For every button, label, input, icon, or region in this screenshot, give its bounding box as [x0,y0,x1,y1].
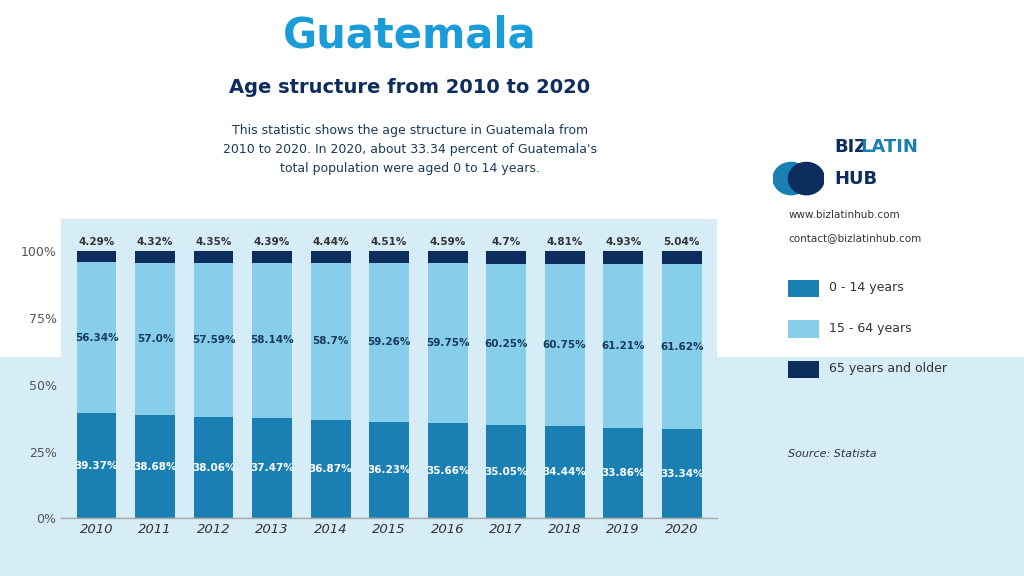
Text: 57.0%: 57.0% [137,334,173,344]
Text: HUB: HUB [835,170,878,188]
Text: 58.14%: 58.14% [250,335,294,346]
Text: 61.21%: 61.21% [601,341,645,351]
Text: 33.86%: 33.86% [601,468,645,478]
Text: 38.06%: 38.06% [191,463,236,472]
Bar [486,264,526,425]
Bar [370,251,409,263]
Bar [135,263,175,415]
Bar [310,251,350,263]
Text: 4.29%: 4.29% [79,237,115,247]
Bar [310,420,350,518]
Bar [428,423,468,518]
Bar [603,251,643,264]
Circle shape [788,162,824,195]
Text: 5.04%: 5.04% [664,237,699,247]
Text: 4.32%: 4.32% [137,237,173,247]
Bar [486,251,526,264]
Bar [545,264,585,426]
Bar [252,251,292,263]
Text: 4.7%: 4.7% [492,237,521,247]
Bar [662,264,701,429]
Bar [662,251,701,264]
Bar [310,263,350,420]
Text: 4.39%: 4.39% [254,237,290,247]
Text: 35.66%: 35.66% [426,466,469,476]
Text: 61.62%: 61.62% [659,342,703,352]
Text: 59.26%: 59.26% [368,338,411,347]
Text: 39.37%: 39.37% [75,461,119,471]
Text: 4.81%: 4.81% [547,237,583,247]
Text: 4.44%: 4.44% [312,237,349,247]
Bar [428,263,468,423]
Text: 34.44%: 34.44% [543,467,587,478]
Bar [194,251,233,263]
Text: 58.7%: 58.7% [312,336,349,346]
Text: contact@bizlatinhub.com: contact@bizlatinhub.com [788,233,922,243]
Text: 35.05%: 35.05% [484,467,528,476]
Text: 60.25%: 60.25% [484,339,528,349]
Text: 33.34%: 33.34% [659,469,703,479]
Text: Age structure from 2010 to 2020: Age structure from 2010 to 2020 [229,78,590,97]
Bar [252,418,292,518]
Text: 65 years and older: 65 years and older [829,362,947,375]
Text: www.bizlatinhub.com: www.bizlatinhub.com [788,210,900,220]
Text: 60.75%: 60.75% [543,340,587,350]
Bar [135,415,175,518]
Text: 4.35%: 4.35% [196,237,231,247]
Bar [370,422,409,518]
Bar [603,264,643,428]
Bar [77,251,117,263]
Text: 4.51%: 4.51% [371,237,408,247]
Text: Guatemala: Guatemala [283,14,537,56]
Bar [252,263,292,418]
Bar [194,263,233,416]
Text: BIZ: BIZ [835,138,867,156]
Bar [603,428,643,518]
Bar [194,416,233,518]
Bar [370,263,409,422]
Bar [428,251,468,263]
Circle shape [773,162,809,195]
Text: 59.75%: 59.75% [426,338,469,348]
Text: 0 - 14 years: 0 - 14 years [829,282,904,294]
Bar [486,425,526,518]
Text: 4.59%: 4.59% [429,237,466,247]
Text: 36.23%: 36.23% [368,465,411,475]
Text: Source: Statista: Source: Statista [788,449,878,459]
Text: This statistic shows the age structure in Guatemala from
2010 to 2020. In 2020, : This statistic shows the age structure i… [222,124,597,175]
Text: 15 - 64 years: 15 - 64 years [829,322,912,335]
Text: 56.34%: 56.34% [75,333,119,343]
Text: 37.47%: 37.47% [250,463,294,473]
Bar [77,263,117,413]
Text: 57.59%: 57.59% [191,335,236,344]
Bar [545,426,585,518]
Bar [662,429,701,518]
Text: 36.87%: 36.87% [309,464,352,474]
Bar [77,413,117,518]
Text: LATIN: LATIN [860,138,919,156]
Text: 4.93%: 4.93% [605,237,641,247]
Text: 38.68%: 38.68% [133,462,177,472]
Bar [135,251,175,263]
Bar [545,251,585,264]
